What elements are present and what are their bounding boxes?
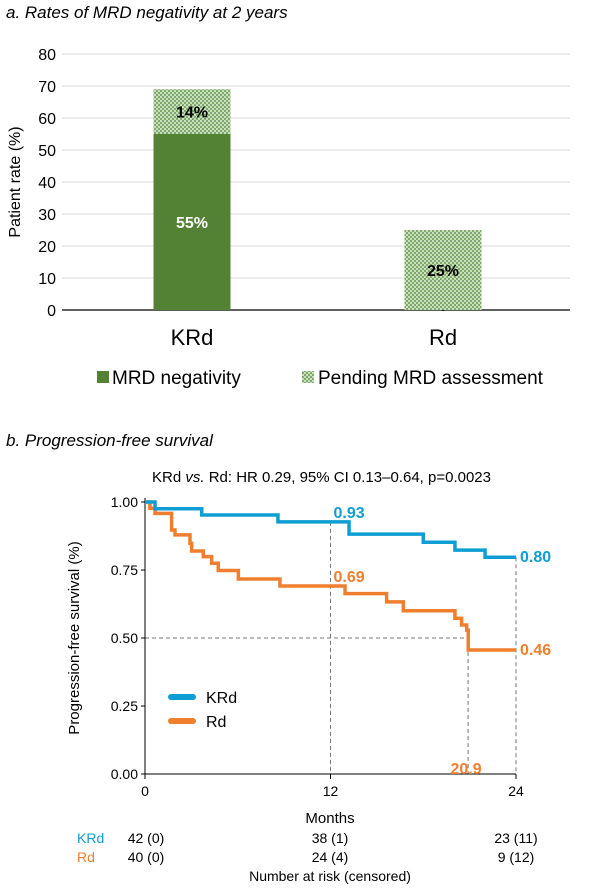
x-tick-label: 24 [508, 783, 524, 799]
km-chart: 0.00 0.25 0.50 0.75 1.00 0 12 24 0.93 0.80 0.69 0.4… [111, 494, 551, 799]
x-tick-label: Rd [429, 325, 457, 350]
data-label: 55% [176, 215, 208, 232]
y-tick-label: 10 [38, 271, 56, 288]
risk-krd-24: 23 (11) [494, 830, 537, 846]
legend-label-mrd-negativity: MRD negativity [112, 368, 241, 389]
y-tick-label: 0.75 [111, 562, 138, 578]
risk-rd-24: 9 (12) [498, 849, 535, 865]
km-subtitle: KRd vs. Rd: HR 0.29, 95% CI 0.13–0.64, p… [152, 469, 491, 486]
y-tick-label: 1.00 [111, 494, 138, 510]
km-x-axis-label: Months [305, 810, 354, 827]
y-tick-label: 60 [38, 111, 56, 128]
km-curve-krd [145, 500, 516, 559]
risk-rd-12: 24 (4) [312, 849, 349, 865]
y-tick-label: 40 [38, 175, 56, 192]
annotation-label: 20.9 [451, 761, 482, 778]
y-tick-label: 50 [38, 143, 56, 160]
risk-krd-0: 42 (0) [128, 830, 165, 846]
data-label: 25% [427, 263, 459, 280]
y-tick-label: 70 [38, 79, 56, 96]
data-label: 14% [176, 105, 208, 122]
bar-rd-pending [404, 230, 482, 310]
km-curve-rd [145, 500, 516, 652]
legend-label-krd: KRd [206, 690, 237, 707]
legend-swatch-pending [302, 371, 314, 383]
risk-table: KRd 42 (0) 38 (1) 23 (11) Rd 40 (0) 24 (… [77, 830, 538, 884]
km-y-axis-label: Progression-free survival (%) [66, 541, 83, 734]
x-tick-label: 12 [323, 783, 339, 799]
risk-rd-0: 40 (0) [128, 849, 165, 865]
bar-y-axis-label: Patient rate (%) [7, 126, 24, 237]
annotation-label: 0.69 [334, 569, 365, 586]
y-tick-label: 20 [38, 239, 56, 256]
risk-row-label-krd: KRd [77, 830, 104, 846]
risk-krd-12: 38 (1) [312, 830, 349, 846]
risk-row-label-rd: Rd [77, 849, 95, 865]
y-tick-label: 0.25 [111, 698, 138, 714]
y-tick-label: 0.50 [111, 630, 138, 646]
legend-swatch-mrd-negativity [97, 371, 109, 383]
y-tick-label: 30 [38, 207, 56, 224]
bar-legend: MRD negativity Pending MRD assessment [97, 368, 544, 389]
y-tick-label: 80 [38, 47, 56, 64]
legend-label-pending: Pending MRD assessment [318, 368, 544, 389]
panel-a-title: a. Rates of MRD negativity at 2 years [6, 3, 288, 22]
panel-b-title: b. Progression-free survival [6, 431, 214, 450]
x-tick-label: KRd [171, 325, 214, 350]
y-tick-label: 0.00 [111, 766, 138, 782]
bar-krd-pending [153, 89, 231, 134]
bar-krd-mrd-negativity [153, 134, 231, 310]
legend-label-rd: Rd [206, 714, 226, 731]
annotation-label: 0.93 [334, 505, 365, 522]
annotation-label: 0.80 [520, 549, 551, 566]
km-legend: KRd Rd [168, 690, 237, 731]
y-tick-label: 0 [47, 303, 56, 320]
risk-table-title: Number at risk (censored) [249, 868, 411, 884]
x-tick-label: 0 [141, 783, 149, 799]
annotation-label: 0.46 [520, 642, 551, 659]
